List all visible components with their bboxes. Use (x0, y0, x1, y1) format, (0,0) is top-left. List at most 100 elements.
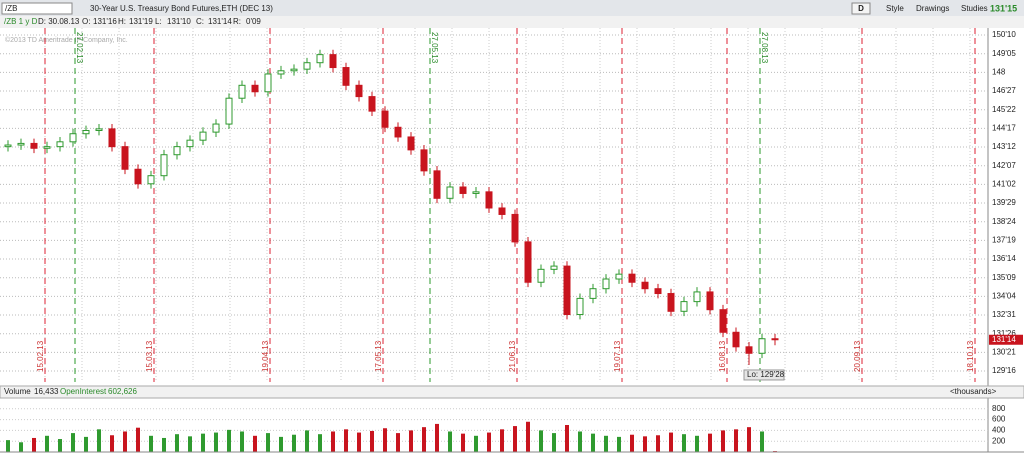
y-tick-label: 136'14 (992, 254, 1016, 263)
candle-body (732, 331, 740, 348)
volume-units: <thousands> (950, 387, 997, 396)
volume-bar (357, 432, 361, 452)
candle-body (641, 281, 649, 290)
y-tick-label: 148 (992, 68, 1006, 77)
y-tick-label: 130'21 (992, 347, 1016, 356)
volume-bar (578, 431, 582, 452)
candle-body (537, 268, 545, 283)
candle-body (173, 146, 181, 156)
volume-tick-label: 200 (992, 436, 1006, 445)
date-label: 18.10.13 (966, 340, 975, 372)
candle-body (576, 297, 584, 316)
y-tick-label: 143'12 (992, 142, 1016, 151)
volume-bar (396, 433, 400, 452)
volume-bar (669, 432, 673, 452)
price-tag: 131'14 (992, 335, 1016, 344)
info-low: 131'10 (167, 17, 191, 26)
candle-body (212, 123, 220, 133)
volume-bar (149, 435, 153, 452)
y-tick-label: 138'24 (992, 217, 1016, 226)
candle-body (446, 186, 454, 199)
volume-bar (279, 436, 283, 452)
candle-body (667, 293, 675, 312)
candle-body (563, 265, 571, 316)
date-label: 16.08.13 (718, 340, 727, 372)
candle-body (160, 154, 168, 177)
date-label: 17.05.13 (374, 340, 383, 372)
volume-bar (708, 433, 712, 452)
candle-body (355, 84, 363, 98)
candle-body (30, 142, 38, 149)
candle-body (186, 139, 194, 148)
drawings-btn[interactable]: Drawings (916, 4, 949, 13)
y-tick-label: 132'31 (992, 310, 1016, 319)
candle-body (277, 70, 285, 75)
volume-bar (110, 435, 114, 452)
date-label: 19.04.13 (261, 340, 270, 372)
volume-bar (45, 435, 49, 452)
volume-bar (318, 434, 322, 452)
info-open-label: O: (82, 17, 90, 26)
y-tick-label: 131'26 (992, 329, 1016, 338)
candle-body (303, 62, 311, 70)
volume-bar (643, 436, 647, 452)
candle-body (368, 96, 376, 112)
volume-bar (461, 433, 465, 452)
symbol-box[interactable] (1, 2, 73, 15)
volume-bar (201, 433, 205, 452)
y-tick-label: 137'19 (992, 235, 1016, 244)
y-tick-label: 145'22 (992, 105, 1016, 114)
candle-body (316, 54, 324, 64)
y-tick-label: 142'07 (992, 161, 1016, 170)
candle-body (654, 288, 662, 295)
candle-body (394, 126, 402, 138)
volume-bar (617, 436, 621, 452)
volume-bar (422, 427, 426, 452)
volume-bar (136, 427, 140, 452)
candle-body (251, 84, 259, 93)
volume-oi-last: 602,626 (108, 387, 137, 396)
date-label: 15.02.13 (36, 340, 45, 372)
aggregation[interactable]: D (858, 4, 864, 13)
copyright: ©2013 TD Ameritrade IP Company, Inc. (5, 36, 128, 44)
candle-body (550, 265, 558, 270)
candle-body (147, 175, 155, 185)
candle-body (95, 128, 103, 132)
price-tag-bg (989, 334, 1023, 345)
y-tick-label: 150'10 (992, 30, 1016, 39)
style-btn[interactable]: Style (886, 4, 904, 13)
volume-bar (500, 429, 504, 452)
candle-body (498, 207, 506, 215)
aggregation-btn[interactable] (851, 2, 871, 15)
candle-body (693, 291, 701, 303)
volume-bar (84, 436, 88, 452)
volume-oi-title: OpenInterest (60, 387, 107, 396)
low-tag: Lo: 129'28 (747, 370, 785, 379)
y-tick-label: 141'02 (992, 179, 1016, 188)
volume-bar (162, 437, 166, 452)
info-range-label: R: (233, 17, 241, 26)
volume-tick-label: 600 (992, 415, 1006, 424)
volume-bar (747, 427, 751, 452)
y-tick-label: 149'05 (992, 49, 1016, 58)
volume-bar (734, 429, 738, 452)
candle-body (82, 130, 90, 135)
candle-body (420, 149, 428, 172)
volume-bar (71, 433, 75, 452)
y-tick-label: 139'29 (992, 198, 1016, 207)
symbol[interactable]: /ZB (5, 4, 17, 13)
volume-bar (513, 426, 517, 452)
volume-bar (32, 437, 36, 452)
volume-bar (448, 431, 452, 452)
candle-body (407, 136, 415, 151)
expiry-label: 27.02.13 (75, 32, 84, 64)
candle-body (121, 146, 129, 170)
candle-body (17, 142, 25, 146)
volume-bar (266, 433, 270, 452)
volume-bar (227, 429, 231, 452)
candle-body (225, 97, 233, 125)
candle-body (485, 191, 493, 209)
studies-btn[interactable]: Studies (961, 4, 988, 13)
volume-bar (253, 435, 257, 452)
